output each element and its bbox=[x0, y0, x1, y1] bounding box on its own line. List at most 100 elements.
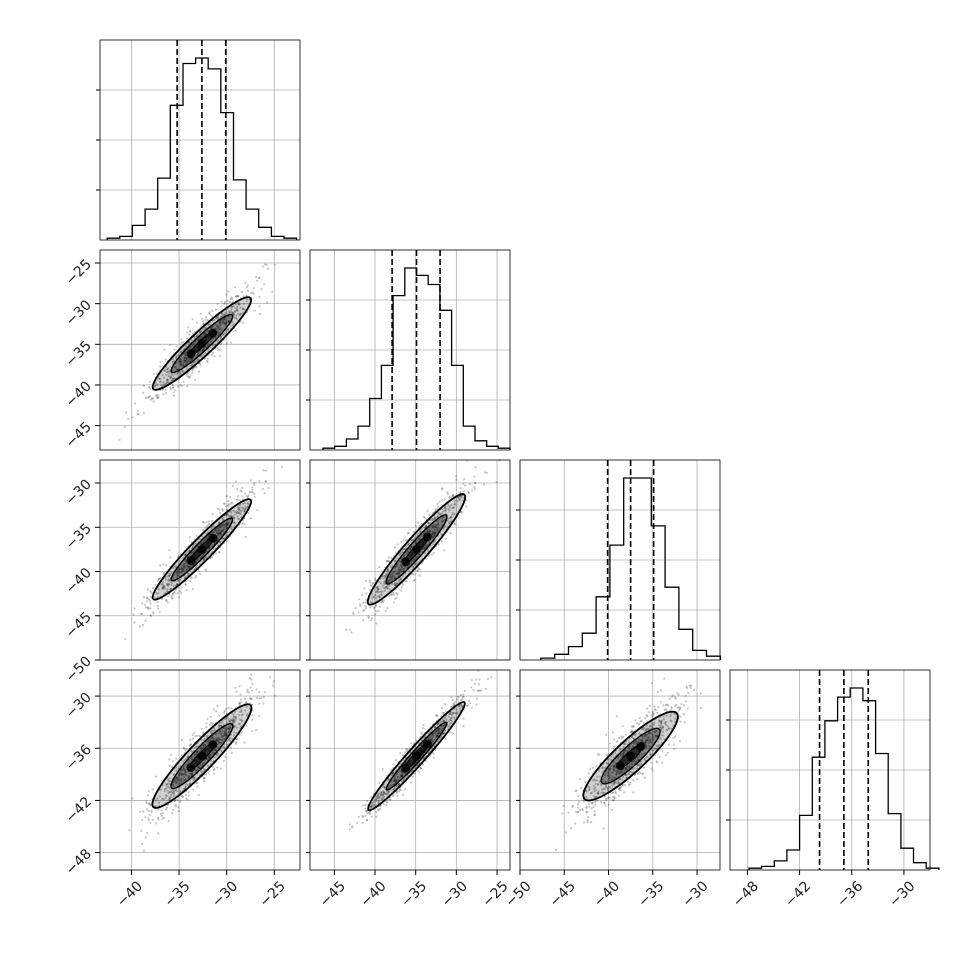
scatter-point bbox=[263, 492, 266, 495]
scatter-point bbox=[172, 394, 175, 397]
scatter-point bbox=[179, 591, 183, 595]
histogram-panel-3 bbox=[516, 459, 722, 661]
scatter-point bbox=[163, 369, 166, 372]
scatter-point bbox=[219, 335, 222, 338]
scatter-point bbox=[228, 312, 231, 315]
scatter-point bbox=[246, 298, 249, 301]
scatter-point bbox=[200, 317, 203, 320]
scatter-point bbox=[434, 508, 437, 511]
scatter-point bbox=[586, 819, 589, 822]
scatter-point bbox=[395, 758, 398, 762]
scatter-point bbox=[415, 569, 419, 572]
scatter-point bbox=[156, 396, 159, 399]
scatter-point bbox=[428, 513, 431, 516]
scatter-point bbox=[369, 606, 372, 609]
scatter-point bbox=[212, 772, 216, 775]
scatter-point bbox=[255, 696, 258, 700]
scatter-point bbox=[577, 795, 580, 798]
scatter-point bbox=[230, 296, 233, 299]
scatter-point bbox=[159, 365, 162, 368]
scatter-point bbox=[614, 790, 617, 793]
scatter-point bbox=[455, 478, 458, 481]
scatter-point bbox=[255, 688, 258, 691]
scatter-point bbox=[136, 413, 139, 416]
scatter-point bbox=[200, 335, 203, 338]
scatter-point bbox=[370, 619, 373, 622]
scatter-point bbox=[180, 338, 183, 341]
scatter-point bbox=[470, 686, 473, 689]
scatter-point bbox=[225, 495, 228, 498]
scatter-point bbox=[180, 351, 183, 354]
scatter-point bbox=[164, 808, 167, 811]
scatter-point bbox=[169, 753, 172, 756]
scatter-point bbox=[182, 370, 185, 373]
scatter-point bbox=[224, 312, 227, 315]
scatter-point bbox=[147, 396, 150, 399]
scatter-point bbox=[147, 819, 150, 822]
scatter-point bbox=[451, 732, 454, 735]
scatter-point bbox=[128, 829, 131, 832]
scatter-point bbox=[185, 361, 189, 364]
scatter-point bbox=[235, 738, 239, 741]
scatter-point bbox=[361, 814, 364, 818]
scatter-point bbox=[266, 267, 269, 270]
scatter-point bbox=[441, 711, 444, 715]
scatter-point bbox=[642, 721, 645, 725]
scatter-point bbox=[463, 477, 466, 480]
scatter-point bbox=[201, 529, 205, 532]
scatter-point bbox=[643, 776, 647, 779]
scatter-point bbox=[394, 546, 397, 549]
scatter-point bbox=[375, 622, 378, 625]
scatter-point bbox=[218, 511, 222, 514]
scatter-point bbox=[222, 319, 225, 322]
scatter-point bbox=[156, 604, 159, 608]
scatter-point bbox=[186, 359, 189, 362]
scatter-point bbox=[388, 595, 391, 598]
scatter-point bbox=[358, 598, 361, 601]
scatter-point bbox=[374, 613, 377, 616]
scatter-point bbox=[586, 821, 589, 824]
scatter-point bbox=[174, 366, 177, 369]
scatter-point bbox=[348, 823, 351, 826]
scatter-point bbox=[166, 378, 169, 381]
scatter-point bbox=[390, 593, 393, 596]
scatter-point bbox=[393, 601, 396, 604]
scatter-point bbox=[131, 416, 134, 419]
scatter-point bbox=[452, 702, 455, 705]
scatter-point bbox=[418, 771, 421, 774]
density-peak bbox=[208, 328, 218, 338]
scatter-point bbox=[166, 601, 169, 604]
scatter-point bbox=[144, 816, 147, 819]
scatter-point bbox=[171, 377, 174, 380]
scatter-point bbox=[237, 312, 240, 315]
scatter-point bbox=[214, 552, 217, 555]
scatter-point bbox=[258, 697, 261, 700]
scatter-point bbox=[258, 714, 261, 717]
scatter-point bbox=[182, 380, 185, 383]
scatter-point bbox=[392, 591, 395, 594]
scatter-point bbox=[193, 731, 196, 734]
scatter-point bbox=[368, 581, 371, 584]
scatter-point bbox=[272, 680, 275, 683]
scatter-point bbox=[235, 498, 238, 501]
scatter-point bbox=[239, 489, 242, 492]
scatter-point bbox=[145, 808, 148, 811]
scatter-point bbox=[183, 359, 187, 362]
scatter-point bbox=[162, 571, 165, 575]
scatter-point bbox=[692, 688, 696, 691]
scatter-point bbox=[164, 383, 167, 386]
scatter-point bbox=[257, 276, 260, 279]
scatter-point bbox=[187, 326, 190, 329]
scatter-point bbox=[272, 684, 275, 687]
scatter-point bbox=[185, 356, 188, 359]
scatter-point bbox=[432, 756, 435, 759]
scatter-point bbox=[168, 764, 171, 767]
scatter-point bbox=[159, 360, 162, 363]
scatter-point bbox=[473, 475, 476, 478]
scatter-point bbox=[207, 771, 210, 774]
scatter-point bbox=[222, 334, 225, 337]
scatter-point bbox=[421, 733, 424, 736]
scatter-point bbox=[179, 384, 182, 387]
scatter-point bbox=[251, 682, 254, 686]
scatter-point bbox=[449, 731, 452, 734]
